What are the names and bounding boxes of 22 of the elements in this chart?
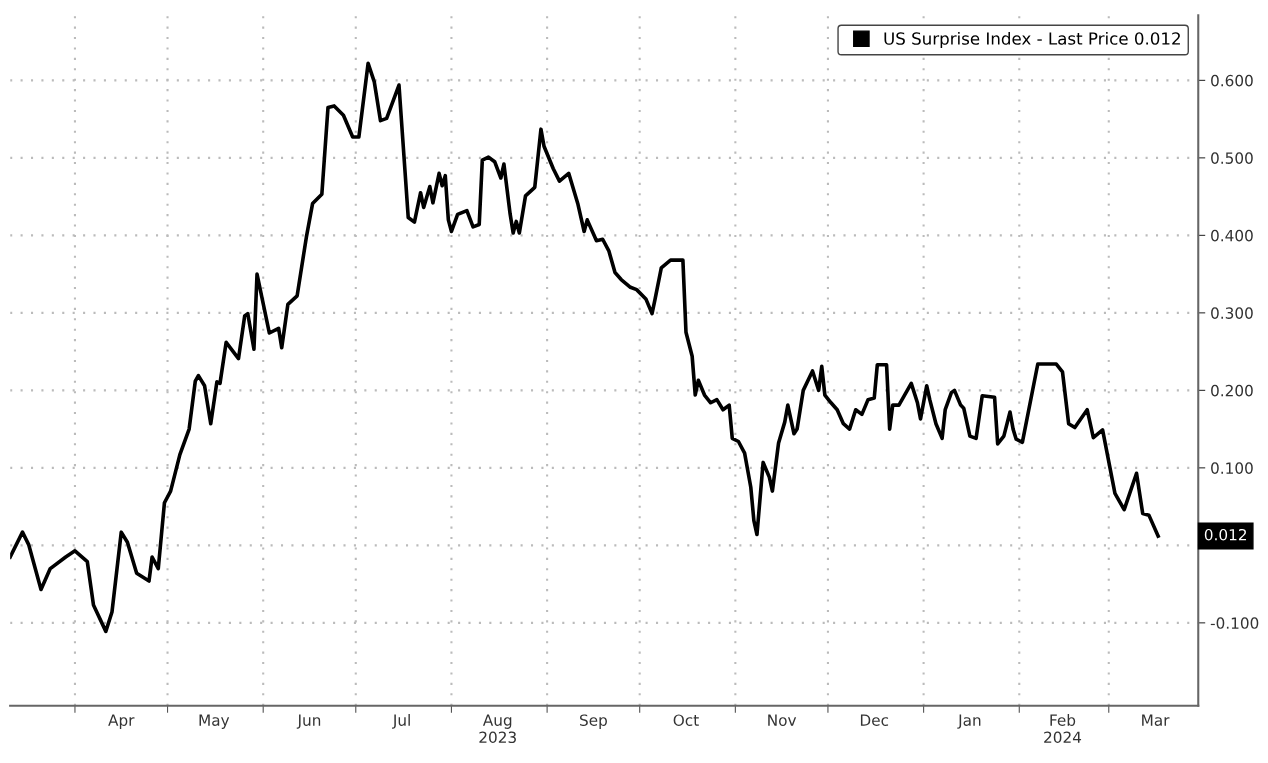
y-tick-label: 0.300 xyxy=(1211,307,1253,319)
x-tick-label: Aug 2023 xyxy=(479,714,516,744)
x-tick-label: Mar xyxy=(1142,714,1170,726)
x-tick-label: Sep xyxy=(580,714,607,729)
legend-label: US Surprise Index - Last Price 0.012 xyxy=(884,31,1180,49)
y-tick-label: 0.500 xyxy=(1211,152,1253,164)
y-tick-label: 0.600 xyxy=(1211,74,1253,87)
x-tick-label: Feb 2024 xyxy=(1044,714,1082,744)
x-tick-label: Oct xyxy=(673,714,699,726)
x-tick-label: Apr xyxy=(108,714,135,729)
x-tick-label: Jan xyxy=(957,714,981,729)
line-series xyxy=(10,61,1160,634)
y-tick-label: -0.100 xyxy=(1210,617,1259,629)
y-tick-label: 0.200 xyxy=(1211,384,1253,397)
text: 0.012 xyxy=(1204,528,1247,541)
x-tick-label: Jul xyxy=(392,714,410,729)
y-tick-label: 0.100 xyxy=(1211,462,1253,474)
x-tick-label: Jun xyxy=(296,714,321,729)
x-tick-label: Dec xyxy=(860,714,889,726)
x-tick-label: Nov xyxy=(768,714,797,726)
y-tick-label: 0.400 xyxy=(1211,229,1253,242)
x-tick-label: May xyxy=(199,714,230,729)
